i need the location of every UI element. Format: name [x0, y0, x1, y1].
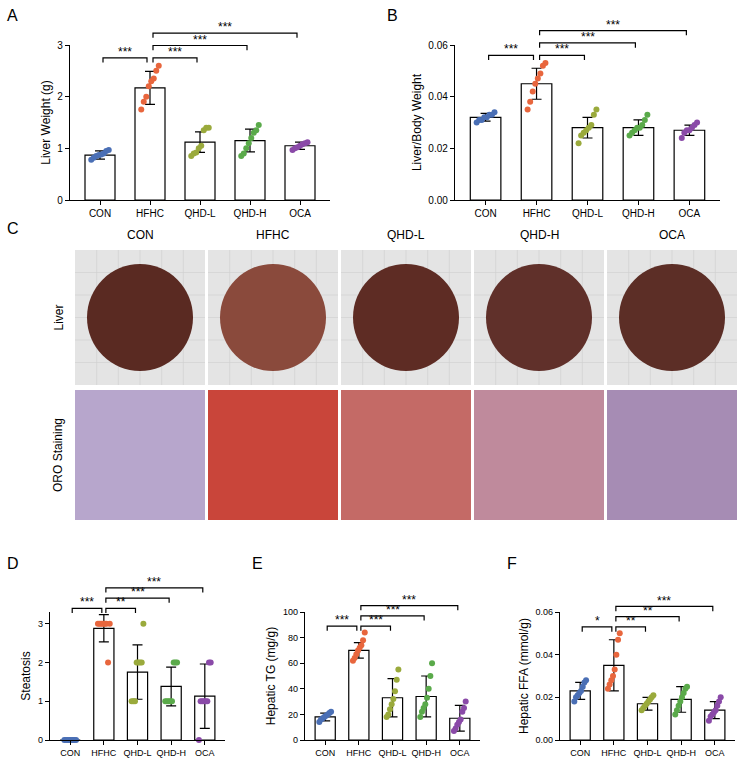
svg-text:C: C	[7, 220, 19, 237]
svg-text:CON: CON	[315, 748, 335, 758]
svg-text:Hepatic FFA (mmol/g): Hepatic FFA (mmol/g)	[517, 618, 531, 734]
svg-text:***: ***	[581, 30, 595, 44]
svg-text:***: ***	[504, 42, 518, 56]
svg-text:HFHC: HFHC	[346, 748, 371, 758]
svg-text:0: 0	[38, 735, 43, 745]
svg-text:40: 40	[288, 684, 298, 694]
svg-text:OCA: OCA	[679, 208, 701, 219]
svg-text:QHD-L: QHD-L	[387, 228, 425, 242]
svg-text:QHD-L: QHD-L	[633, 748, 661, 758]
svg-text:0.04: 0.04	[428, 91, 448, 102]
svg-text:QHD-H: QHD-H	[156, 748, 186, 758]
svg-text:CON: CON	[474, 208, 496, 219]
svg-text:QHD-L: QHD-L	[123, 748, 151, 758]
svg-text:QHD-H: QHD-H	[234, 208, 267, 219]
svg-text:D: D	[7, 555, 19, 572]
svg-text:OCA: OCA	[289, 208, 311, 219]
svg-text:A: A	[7, 7, 18, 24]
svg-text:HFHC: HFHC	[601, 748, 626, 758]
svg-text:CON: CON	[570, 748, 590, 758]
svg-text:3: 3	[38, 619, 43, 629]
svg-text:***: ***	[606, 18, 620, 32]
svg-text:HFHC: HFHC	[523, 208, 551, 219]
svg-text:0.00: 0.00	[535, 735, 553, 745]
svg-text:0.02: 0.02	[428, 143, 448, 154]
svg-text:1: 1	[57, 143, 63, 154]
svg-text:0.02: 0.02	[535, 692, 553, 702]
svg-text:0.06: 0.06	[535, 607, 553, 617]
svg-text:E: E	[252, 555, 263, 572]
svg-text:***: ***	[218, 20, 232, 34]
svg-text:***: ***	[80, 595, 94, 609]
svg-text:0.00: 0.00	[428, 195, 448, 206]
svg-text:0: 0	[293, 735, 298, 745]
svg-text:80: 80	[288, 633, 298, 643]
svg-text:OCA: OCA	[659, 228, 685, 242]
svg-text:***: ***	[657, 594, 671, 608]
svg-text:**: **	[643, 604, 653, 618]
svg-text:Steatosis: Steatosis	[19, 651, 33, 700]
svg-text:***: ***	[168, 45, 182, 59]
svg-text:CON: CON	[89, 208, 111, 219]
svg-text:*: *	[595, 614, 600, 628]
svg-text:CON: CON	[127, 228, 154, 242]
svg-text:OCA: OCA	[705, 748, 725, 758]
svg-text:***: ***	[402, 593, 416, 607]
svg-text:20: 20	[288, 710, 298, 720]
svg-text:QHD-H: QHD-H	[411, 748, 441, 758]
svg-text:**: **	[116, 595, 126, 609]
svg-text:***: ***	[118, 45, 132, 59]
svg-text:QHD-H: QHD-H	[666, 748, 696, 758]
svg-text:60: 60	[288, 658, 298, 668]
svg-text:2: 2	[57, 91, 63, 102]
svg-text:***: ***	[131, 585, 145, 599]
svg-text:**: **	[626, 614, 636, 628]
svg-text:QHD-H: QHD-H	[520, 228, 559, 242]
svg-text:QHD-L: QHD-L	[572, 208, 604, 219]
svg-text:F: F	[507, 555, 517, 572]
svg-text:100: 100	[283, 607, 298, 617]
svg-text:0.04: 0.04	[535, 650, 553, 660]
svg-text:HFHC: HFHC	[256, 228, 290, 242]
svg-text:QHD-L: QHD-L	[378, 748, 406, 758]
svg-text:0: 0	[57, 195, 63, 206]
svg-text:Liver: Liver	[52, 304, 66, 330]
svg-text:ORO Staining: ORO Staining	[51, 418, 65, 492]
svg-text:2: 2	[38, 658, 43, 668]
svg-text:3: 3	[57, 40, 63, 51]
svg-text:QHD-L: QHD-L	[184, 208, 216, 219]
svg-text:OCA: OCA	[195, 748, 215, 758]
svg-text:CON: CON	[60, 748, 80, 758]
svg-text:***: ***	[369, 613, 383, 627]
svg-text:Hepatic TG (mg/g): Hepatic TG (mg/g)	[264, 627, 278, 725]
svg-text:Liver/Body Weight: Liver/Body Weight	[410, 73, 424, 171]
svg-text:***: ***	[386, 603, 400, 617]
svg-text:***: ***	[193, 33, 207, 47]
svg-text:OCA: OCA	[450, 748, 470, 758]
svg-text:QHD-H: QHD-H	[622, 208, 655, 219]
svg-text:***: ***	[335, 613, 349, 627]
svg-text:***: ***	[147, 575, 161, 589]
svg-text:B: B	[387, 7, 398, 24]
svg-text:HFHC: HFHC	[136, 208, 164, 219]
svg-text:HFHC: HFHC	[91, 748, 116, 758]
svg-text:0.06: 0.06	[428, 40, 448, 51]
svg-text:Liver Weight (g): Liver Weight (g)	[39, 80, 53, 164]
svg-text:1: 1	[38, 696, 43, 706]
svg-text:***: ***	[555, 42, 569, 56]
